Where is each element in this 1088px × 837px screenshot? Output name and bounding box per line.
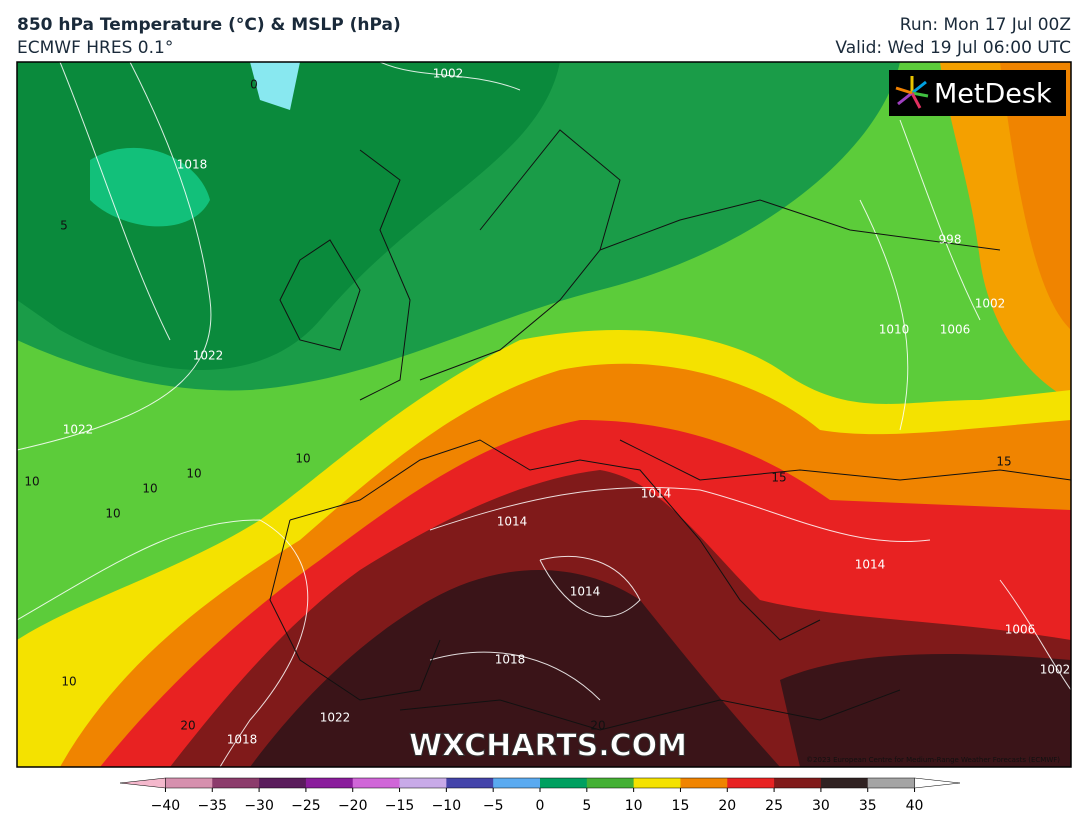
logo-text: MetDesk [934,79,1052,110]
run-time: Run: Mon 17 Jul 00Z [900,15,1071,35]
watermark: WXCHARTS.COM [409,729,687,764]
colorbar-segment [774,778,822,788]
isobar-label: 1006 [940,323,971,337]
isotherm-label: 10 [186,467,201,481]
colorbar-tick-label: 5 [582,798,591,814]
colorbar-low-extend [119,777,166,789]
map: 1002 1018 1022 1022 1014 1014 1014 1018 … [17,62,1071,767]
isotherm-label: 10 [105,507,120,521]
isobar-label: 1022 [320,711,351,725]
colorbar-segment [259,778,307,788]
logo-icon [895,76,929,109]
colorbar: −40 −35 −30 −25 −20 −15 −10 −5 0 5 10 15 20 25 30 35 40 [119,777,961,814]
isotherm-label: 15 [771,471,786,485]
isobar-label: 1006 [1005,623,1036,637]
colorbar-segment [493,778,541,788]
colorbar-tick-label: −20 [338,798,368,814]
colorbar-tick-label: −40 [151,798,181,814]
colorbar-tick-label: 30 [812,798,830,814]
isobar-label: 1022 [193,349,224,363]
valid-time: Valid: Wed 19 Jul 06:00 UTC [835,38,1071,58]
colorbar-segment [727,778,775,788]
colorbar-tick-label: −25 [291,798,321,814]
isotherm-label: 20 [590,719,605,733]
colorbar-segment [165,778,213,788]
temperature-labels: 0 5 10 10 10 10 10 15 15 10 20 20 [24,78,1011,733]
colorbar-segment [446,778,494,788]
colorbar-tick-label: −35 [197,798,227,814]
colorbar-segment [586,778,635,788]
isobar-label: 1002 [433,67,464,81]
title: 850 hPa Temperature (°C) & MSLP (hPa) [17,15,401,35]
coastlines [269,129,1071,731]
isotherm-label: 10 [24,475,39,489]
isotherm-label: 10 [295,452,310,466]
colorbar-tick-label: 35 [859,798,877,814]
map-frame [16,61,1072,768]
isotherm-label: 5 [60,219,68,233]
colorbar-tick-label: 10 [625,798,643,814]
colorbar-segment [212,778,260,788]
isotherm-label: 0 [250,78,258,92]
colorbar-tick-label: −5 [483,798,504,814]
colorbar-segment [540,778,588,788]
isobar-label: 1002 [1040,663,1071,677]
isotherm-label: 20 [180,719,195,733]
colorbar-tick-label: 15 [672,798,690,814]
colorbar-segment [820,778,869,788]
isobar-label: 1018 [227,733,258,747]
colorbar-segment [305,778,354,788]
colorbar-segment [867,778,916,788]
isobar-label: 1022 [63,423,94,437]
colorbar-high-extend [914,777,961,789]
colorbar-tick-label: −15 [385,798,415,814]
isotherm-label: 15 [996,455,1011,469]
subtitle: ECMWF HRES 0.1° [17,38,173,58]
colorbar-tick-label: 25 [765,798,783,814]
isobar-label: 1018 [177,158,208,172]
isobar-label: 1014 [855,558,886,572]
isobar-label: 1014 [497,515,528,529]
isobar-label: 998 [939,233,962,247]
isobar-label: 1014 [641,487,672,501]
copyright: ©2023 European Centre for Medium-Range W… [806,756,1060,764]
colorbar-tick-label: −10 [432,798,462,814]
isobars [17,62,1071,767]
colorbar-tick-label: 40 [906,798,924,814]
isobar-label: 1014 [570,585,601,599]
isobar-label: 1002 [975,297,1006,311]
colorbar-segment [399,778,447,788]
colorbar-segment [680,778,728,788]
isobar-label: 1010 [879,323,910,337]
isobar-label: 1018 [495,653,526,667]
colorbar-tick-label: 0 [536,798,545,814]
colorbar-segment [352,778,401,788]
isotherm-label: 10 [61,675,76,689]
colorbar-segment [633,778,681,788]
pressure-labels: 1002 1018 1022 1022 1014 1014 1014 1018 … [63,67,1071,747]
colorbar-tick-label: 20 [718,798,736,814]
colorbar-tick-label: −30 [244,798,274,814]
isotherm-label: 10 [142,482,157,496]
